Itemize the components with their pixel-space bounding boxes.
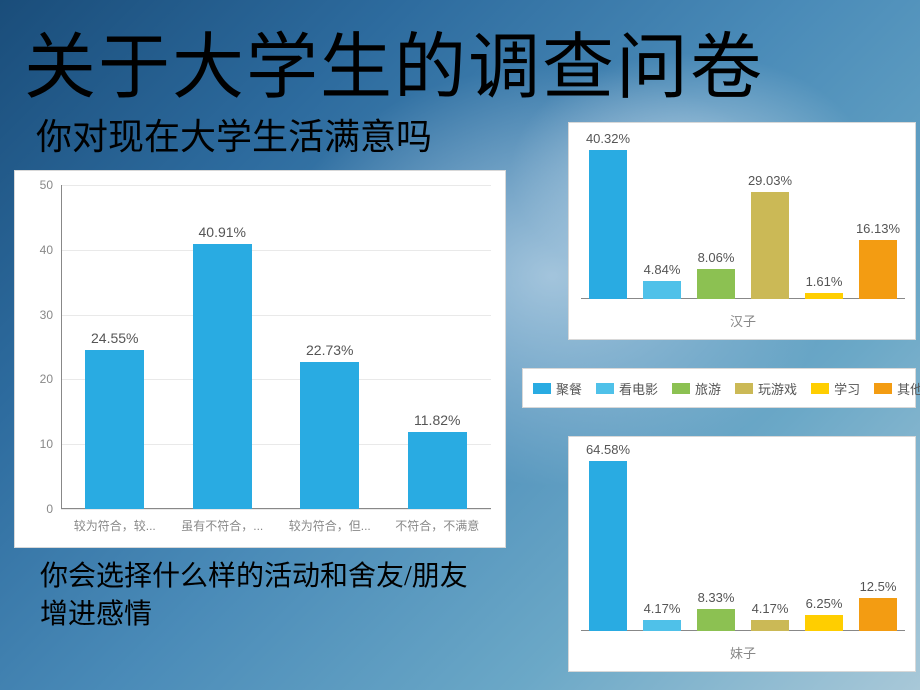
legend-item: 旅游	[672, 379, 721, 398]
chart-bar	[300, 362, 359, 509]
x-category-label: 虽有不符合，...	[181, 517, 263, 534]
bar-value-label: 24.55%	[91, 330, 138, 346]
y-tick-label: 30	[23, 308, 53, 322]
x-axis-title: 妹子	[730, 643, 756, 662]
y-tick-label: 50	[23, 178, 53, 192]
bar-value-label: 11.82%	[414, 412, 460, 428]
chart-bar	[408, 432, 467, 509]
legend-item: 其他	[874, 379, 920, 398]
legend-swatch	[672, 383, 690, 394]
bar-value-label: 64.58%	[586, 442, 630, 457]
x-axis-title: 汉子	[730, 311, 756, 330]
chart-bar	[751, 192, 789, 299]
question2-text: 你会选择什么样的活动和舍友/朋友增进感情	[40, 558, 480, 634]
chart-bar	[589, 150, 627, 299]
chart-bar	[697, 269, 735, 299]
satisfaction-chart: 0 10 20 30 40 50 24.55% 较为符合，较... 40.91% 虽有不符合，..…	[14, 170, 506, 548]
x-category-label: 不符合，不满意	[395, 517, 479, 534]
question1-text: 你对现在大学生活满意吗	[36, 108, 432, 160]
chart-bar	[859, 240, 897, 300]
legend-item: 学习	[811, 379, 860, 398]
activity-chart-male: 40.32% 4.84% 8.06% 29.03% 1.61% 16.13% 汉子	[568, 122, 916, 340]
bar-value-label: 1.61%	[806, 274, 843, 289]
y-tick-label: 10	[23, 437, 53, 451]
chart-bar	[859, 598, 897, 631]
bar-value-label: 29.03%	[748, 173, 792, 188]
legend-item: 看电影	[596, 379, 658, 398]
bar-value-label: 12.5%	[860, 579, 897, 594]
legend-label: 看电影	[619, 379, 658, 398]
y-tick-label: 40	[23, 243, 53, 257]
bar-value-label: 22.73%	[306, 342, 353, 358]
legend-label: 聚餐	[556, 379, 582, 398]
activity-chart-female: 64.58% 4.17% 8.33% 4.17% 6.25% 12.5% 妹子	[568, 436, 916, 672]
x-category-label: 较为符合，较...	[74, 517, 156, 534]
page-title: 关于大学生的调查问卷	[24, 8, 764, 113]
bar-value-label: 4.17%	[644, 601, 681, 616]
bar-value-label: 16.13%	[856, 221, 900, 236]
legend-swatch	[533, 383, 551, 394]
legend-label: 旅游	[695, 379, 721, 398]
activity-legend: 聚餐看电影旅游玩游戏学习其他	[522, 368, 916, 408]
legend-label: 学习	[834, 379, 860, 398]
bar-value-label: 40.91%	[199, 224, 246, 240]
bar-value-label: 8.33%	[698, 590, 735, 605]
chart-bar	[643, 281, 681, 299]
bar-value-label: 40.32%	[586, 131, 630, 146]
chart-bar	[697, 609, 735, 631]
chart-bar	[805, 615, 843, 631]
legend-swatch	[811, 383, 829, 394]
chart-bar	[751, 620, 789, 631]
chart-bar	[589, 461, 627, 631]
legend-label: 玩游戏	[758, 379, 797, 398]
legend-item: 玩游戏	[735, 379, 797, 398]
bar-value-label: 6.25%	[806, 596, 843, 611]
bar-value-label: 8.06%	[698, 250, 735, 265]
x-category-label: 较为符合，但...	[289, 517, 371, 534]
legend-item: 聚餐	[533, 379, 582, 398]
legend-swatch	[596, 383, 614, 394]
chart-bar	[193, 244, 252, 509]
y-tick-label: 20	[23, 372, 53, 386]
chart-bar	[85, 350, 144, 509]
legend-swatch	[735, 383, 753, 394]
y-tick-label: 0	[23, 502, 53, 516]
bar-value-label: 4.17%	[752, 601, 789, 616]
bar-value-label: 4.84%	[644, 262, 681, 277]
legend-swatch	[874, 383, 892, 394]
chart-bar	[643, 620, 681, 631]
legend-label: 其他	[897, 379, 920, 398]
chart-bar	[805, 293, 843, 299]
